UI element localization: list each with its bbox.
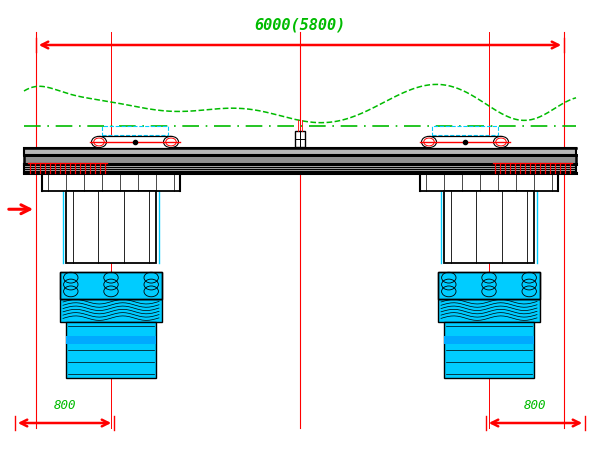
Bar [66, 191, 156, 263]
Bar [102, 126, 168, 135]
Bar [438, 300, 540, 322]
Text: 800: 800 [524, 399, 547, 412]
Circle shape [91, 136, 107, 148]
Bar [444, 191, 534, 263]
Bar [60, 300, 162, 322]
Text: 6000(5800): 6000(5800) [254, 17, 346, 32]
Bar [66, 336, 156, 344]
Circle shape [421, 136, 436, 148]
Bar [438, 272, 540, 300]
Bar [429, 136, 501, 148]
Bar [24, 164, 576, 173]
Bar [24, 155, 576, 164]
Bar [444, 336, 534, 344]
Bar [24, 148, 576, 155]
Circle shape [164, 136, 179, 148]
Bar [99, 136, 171, 148]
Bar [438, 272, 540, 300]
Circle shape [493, 136, 509, 148]
Bar [60, 272, 162, 300]
Bar [42, 173, 180, 191]
Bar [420, 173, 558, 191]
Bar [295, 131, 305, 147]
Bar [60, 272, 162, 300]
Text: 800: 800 [53, 399, 76, 412]
Bar [444, 322, 534, 378]
Bar [432, 126, 498, 135]
Bar [66, 322, 156, 378]
